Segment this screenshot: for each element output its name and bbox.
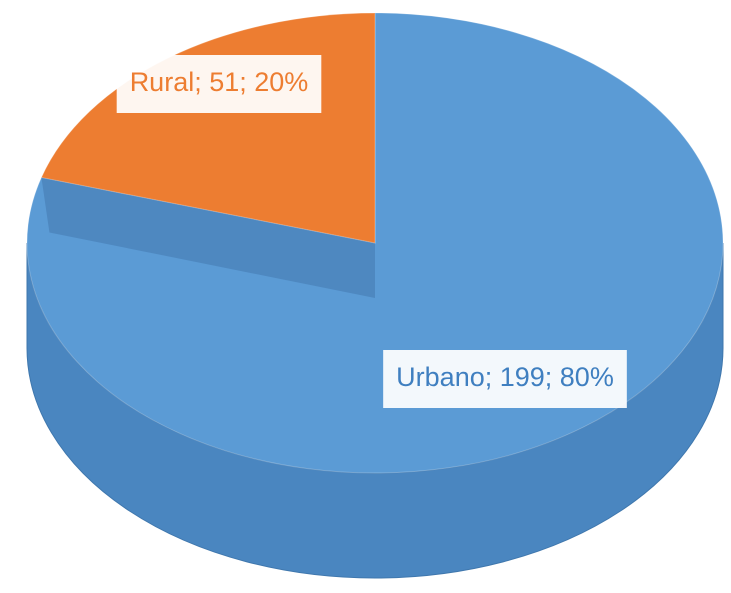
data-label: Rural; 51; 20%: [130, 67, 309, 97]
label-box: [383, 350, 627, 408]
inner-wall: [41, 177, 375, 298]
data-label: Urbano; 199; 80%: [396, 362, 614, 392]
label-box: [116, 55, 322, 113]
